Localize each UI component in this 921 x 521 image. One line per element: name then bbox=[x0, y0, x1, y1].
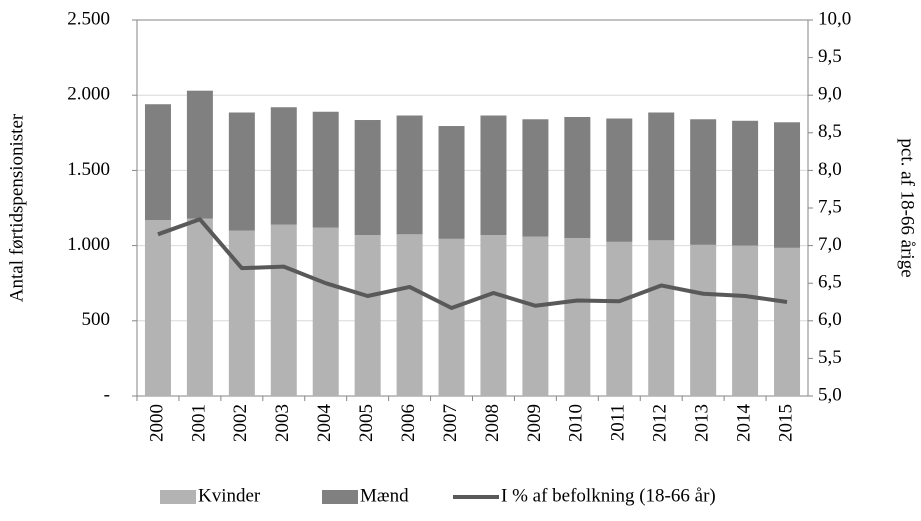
bar-segment bbox=[144, 104, 171, 221]
y-tick-label: 500 bbox=[82, 309, 111, 330]
legend-swatch bbox=[322, 490, 358, 504]
bar-segment bbox=[690, 244, 717, 396]
bar-segment bbox=[438, 238, 465, 396]
x-tick-label: 2007 bbox=[440, 404, 461, 442]
bar-segment bbox=[648, 112, 675, 241]
bar-segment bbox=[732, 120, 759, 246]
x-tick-label: 2011 bbox=[608, 404, 629, 441]
y2-tick-label: 5,0 bbox=[818, 384, 842, 405]
bar-segment bbox=[354, 235, 381, 396]
bar-segment bbox=[606, 241, 633, 396]
bar-segment bbox=[396, 234, 423, 396]
bar-segment bbox=[144, 220, 171, 396]
bar-segment bbox=[732, 245, 759, 396]
x-tick-label: 2004 bbox=[314, 404, 335, 443]
line-series bbox=[157, 217, 788, 311]
bar-segment bbox=[186, 218, 213, 396]
y2-tick-label: 7,0 bbox=[818, 234, 842, 255]
x-tick-label: 2009 bbox=[524, 404, 545, 442]
x-tick-label: 2000 bbox=[146, 404, 167, 442]
y2-tick-label: 8,5 bbox=[818, 121, 842, 142]
bar-segment bbox=[438, 126, 465, 239]
y-tick-label: 2.000 bbox=[67, 84, 110, 105]
y2-tick-label: 6,0 bbox=[818, 309, 842, 330]
y2-tick-label: 9,5 bbox=[818, 46, 842, 67]
bar-segment bbox=[312, 227, 339, 396]
bar-segment bbox=[186, 90, 213, 219]
bar-segment bbox=[354, 120, 381, 236]
bar-segment bbox=[480, 235, 507, 396]
bar-segment bbox=[480, 115, 507, 236]
x-tick-label: 2013 bbox=[692, 404, 713, 442]
x-tick-label: 2012 bbox=[650, 404, 671, 442]
y2-tick-label: 10,0 bbox=[818, 8, 851, 29]
y-axis-title: Antal førtidspensionister bbox=[6, 113, 27, 302]
x-tick-label: 2002 bbox=[230, 404, 251, 442]
x-tick-label: 2010 bbox=[566, 404, 587, 442]
bar-segment bbox=[564, 117, 591, 239]
y2-tick-label: 7,5 bbox=[818, 196, 842, 217]
bar-segment bbox=[270, 107, 297, 225]
y2-axis-title: pct. af 18-66 årige bbox=[897, 138, 918, 277]
bar-segment bbox=[312, 111, 339, 228]
bar-segment bbox=[606, 118, 633, 242]
y-tick-label: 1.500 bbox=[67, 159, 110, 180]
x-tick-label: 2006 bbox=[398, 404, 419, 442]
legend-swatch bbox=[160, 490, 196, 504]
x-tick-label: 2014 bbox=[733, 404, 754, 443]
bar-segment bbox=[648, 240, 675, 396]
y2-tick-label: 5,5 bbox=[818, 347, 842, 368]
legend-label: I % af befolkning (18-66 år) bbox=[501, 485, 716, 506]
bar-segment bbox=[522, 119, 549, 237]
bar-segment bbox=[690, 119, 717, 245]
legend-label: Mænd bbox=[360, 485, 409, 506]
bar-segment bbox=[774, 247, 801, 396]
y2-tick-label: 6,5 bbox=[818, 272, 842, 293]
bar-segment bbox=[774, 122, 801, 248]
x-tick-label: 2005 bbox=[356, 404, 377, 442]
y-tick-label: 2.500 bbox=[67, 8, 110, 29]
y2-tick-label: 9,0 bbox=[818, 84, 842, 105]
bar-segment bbox=[396, 115, 423, 235]
x-tick-label: 2001 bbox=[188, 404, 209, 442]
bar-segment bbox=[228, 112, 255, 231]
bar-segment bbox=[270, 224, 297, 396]
x-tick-label: 2015 bbox=[775, 404, 796, 442]
y-tick-label: - bbox=[104, 384, 110, 405]
x-tick-label: 2003 bbox=[272, 404, 293, 442]
legend-label: Kvinder bbox=[198, 485, 261, 506]
y2-tick-label: 8,0 bbox=[818, 159, 842, 180]
bar-segment bbox=[522, 236, 549, 396]
bar-segment bbox=[564, 238, 591, 396]
x-tick-label: 2008 bbox=[482, 404, 503, 442]
y-tick-label: 1.000 bbox=[67, 234, 110, 255]
